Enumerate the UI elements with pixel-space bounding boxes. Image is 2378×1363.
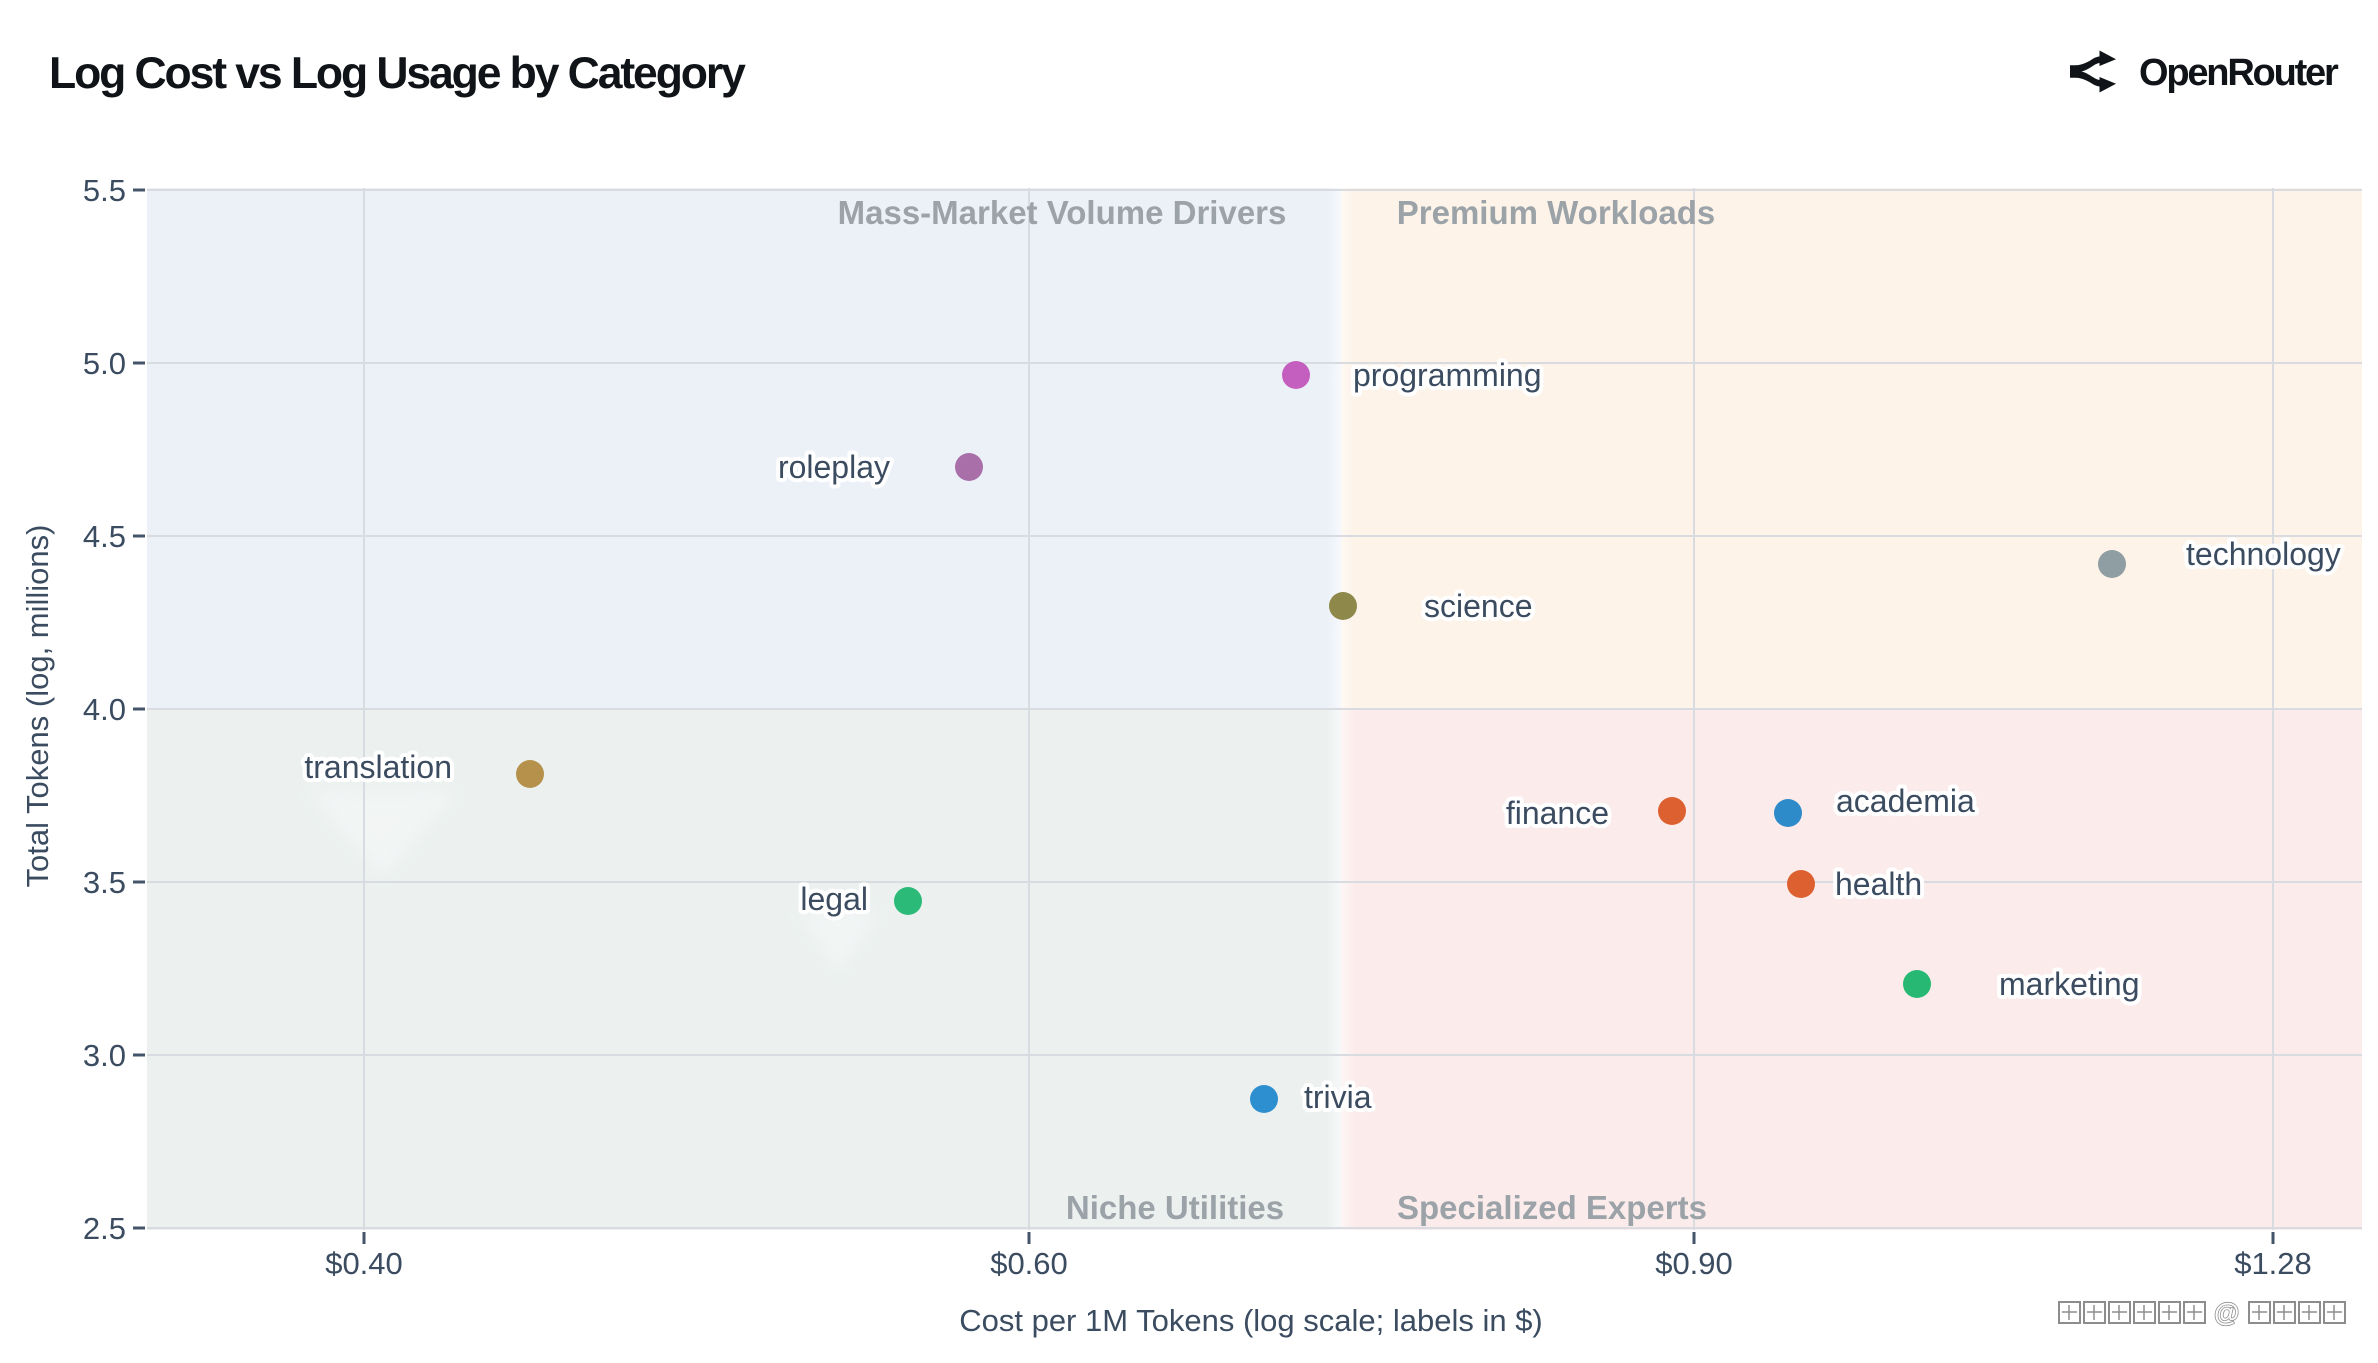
svg-text:marketing: marketing — [1999, 966, 2140, 1002]
svg-text:Log Cost vs Log Usage by Categ: Log Cost vs Log Usage by Category — [49, 49, 746, 98]
svg-text:Cost per 1M Tokens (log scale;: Cost per 1M Tokens (log scale; labels in… — [959, 1303, 1543, 1338]
svg-text:3.5: 3.5 — [83, 865, 126, 900]
svg-text:@: @ — [2214, 1297, 2239, 1327]
svg-text:trivia: trivia — [1304, 1079, 1372, 1115]
svg-text:technology: technology — [2186, 536, 2341, 572]
svg-text:5.0: 5.0 — [83, 346, 126, 381]
svg-text:$1.28: $1.28 — [2234, 1246, 2312, 1281]
svg-text:$0.60: $0.60 — [990, 1246, 1068, 1281]
svg-text:Mass-Market Volume Drivers: Mass-Market Volume Drivers — [838, 194, 1287, 231]
svg-text:$0.90: $0.90 — [1655, 1246, 1733, 1281]
svg-text:OpenRouter: OpenRouter — [2139, 52, 2339, 94]
svg-text:science: science — [1424, 588, 1533, 624]
svg-text:5.5: 5.5 — [83, 173, 126, 208]
svg-text:Specialized Experts: Specialized Experts — [1397, 1189, 1707, 1226]
svg-text:$0.40: $0.40 — [325, 1246, 403, 1281]
svg-text:4.5: 4.5 — [83, 519, 126, 554]
svg-text:3.0: 3.0 — [83, 1038, 126, 1073]
svg-text:translation: translation — [304, 749, 452, 785]
svg-text:4.0: 4.0 — [83, 692, 126, 727]
svg-text:roleplay: roleplay — [778, 449, 890, 485]
svg-text:Total Tokens (log, millions): Total Tokens (log, millions) — [20, 525, 55, 888]
svg-text:finance: finance — [1506, 795, 1609, 831]
svg-text:programming: programming — [1353, 357, 1542, 393]
svg-text:2.5: 2.5 — [83, 1211, 126, 1246]
svg-text:Niche Utilities: Niche Utilities — [1066, 1189, 1284, 1226]
svg-text:health: health — [1835, 866, 1922, 902]
svg-text:Premium Workloads: Premium Workloads — [1397, 194, 1715, 231]
svg-text:academia: academia — [1836, 783, 1975, 819]
svg-text:legal: legal — [800, 881, 868, 917]
